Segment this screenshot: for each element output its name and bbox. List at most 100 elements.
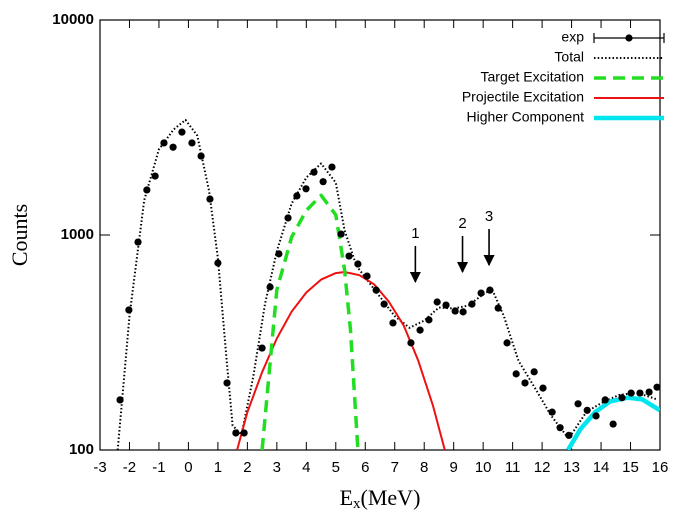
- x-tick-label: 15: [622, 459, 639, 476]
- data-point: [459, 308, 467, 316]
- data-point: [389, 319, 397, 327]
- data-point: [442, 301, 450, 309]
- data-point: [521, 379, 529, 387]
- data-point: [583, 406, 591, 414]
- x-tick-label: 1: [214, 459, 222, 476]
- data-point: [451, 307, 459, 315]
- data-point: [134, 238, 142, 246]
- data-point: [293, 192, 301, 200]
- data-point: [601, 396, 609, 404]
- series-line: [116, 118, 658, 450]
- data-point: [653, 383, 660, 391]
- x-tick-label: 4: [302, 459, 310, 476]
- y-tick-label: 100: [69, 441, 94, 458]
- annotation-label: 2: [458, 215, 466, 232]
- x-tick-label: 9: [450, 459, 458, 476]
- legend-swatch: [625, 34, 633, 42]
- series-line: [566, 395, 660, 450]
- data-point: [125, 306, 133, 314]
- series-line: [260, 193, 360, 450]
- data-point: [645, 388, 653, 396]
- data-point: [328, 163, 336, 171]
- x-tick-label: -1: [152, 459, 165, 476]
- legend-label: Target Excitation: [481, 69, 585, 85]
- data-point: [354, 260, 362, 268]
- data-point: [627, 389, 635, 397]
- y-tick-label: 10000: [52, 11, 94, 28]
- data-point: [284, 214, 292, 222]
- data-point: [530, 368, 538, 376]
- x-tick-label: 6: [361, 459, 369, 476]
- data-point: [275, 250, 283, 258]
- x-tick-label: -3: [93, 459, 106, 476]
- x-tick-label: 8: [420, 459, 428, 476]
- x-tick-label: 14: [593, 459, 610, 476]
- x-tick-label: 7: [391, 459, 399, 476]
- data-point: [302, 185, 310, 193]
- data-point: [618, 394, 626, 402]
- data-point: [214, 259, 222, 267]
- data-point: [240, 429, 248, 437]
- data-point: [188, 139, 196, 147]
- x-tick-label: 16: [652, 459, 669, 476]
- data-point: [433, 298, 441, 306]
- data-point: [503, 339, 511, 347]
- data-point: [425, 316, 433, 324]
- annotation-label: 3: [485, 208, 493, 225]
- legend-label: Higher Component: [466, 109, 584, 125]
- data-point: [556, 424, 564, 432]
- data-point: [258, 344, 266, 352]
- data-point: [223, 379, 231, 387]
- data-point: [407, 339, 415, 347]
- data-point: [160, 139, 168, 147]
- data-point: [512, 370, 520, 378]
- data-point: [197, 152, 205, 160]
- data-point: [548, 408, 556, 416]
- x-tick-label: 10: [475, 459, 492, 476]
- data-point: [310, 168, 318, 176]
- plot-frame: [99, 19, 661, 451]
- data-point: [574, 400, 582, 408]
- legend-label: Total: [554, 49, 584, 65]
- data-point: [345, 252, 353, 260]
- data-point: [372, 286, 380, 294]
- annotation-label: 1: [411, 225, 419, 242]
- x-tick-label: -2: [123, 459, 136, 476]
- data-point: [178, 128, 186, 136]
- data-point: [416, 326, 424, 334]
- data-point: [609, 420, 617, 428]
- y-axis-label: Counts: [7, 204, 32, 266]
- x-tick-label: 13: [563, 459, 580, 476]
- x-tick-label: 3: [273, 459, 281, 476]
- data-point: [337, 230, 345, 238]
- x-axis-label: Ex(MeV): [340, 485, 421, 512]
- data-point: [636, 389, 644, 397]
- legend-label: exp: [561, 29, 584, 45]
- data-point: [363, 272, 371, 280]
- data-point: [477, 289, 485, 297]
- series-line: [236, 271, 446, 450]
- data-point: [319, 178, 327, 186]
- data-point: [592, 412, 600, 420]
- data-point: [143, 186, 151, 194]
- data-point: [539, 384, 547, 392]
- plot-area: [116, 118, 660, 450]
- data-point: [486, 286, 494, 294]
- data-point: [565, 431, 573, 439]
- data-point: [116, 396, 124, 404]
- x-tick-label: 0: [184, 459, 192, 476]
- data-point: [380, 300, 388, 308]
- data-point: [151, 172, 159, 180]
- x-tick-label: 2: [243, 459, 251, 476]
- data-point: [232, 429, 240, 437]
- data-point: [266, 283, 274, 291]
- x-tick-label: 5: [332, 459, 340, 476]
- legend-label: Projectile Excitation: [462, 89, 584, 105]
- x-tick-label: 11: [505, 459, 521, 476]
- data-point: [494, 304, 502, 312]
- data-point: [468, 300, 476, 308]
- data-point: [206, 195, 214, 203]
- y-tick-label: 1000: [61, 226, 94, 243]
- data-point: [169, 143, 177, 151]
